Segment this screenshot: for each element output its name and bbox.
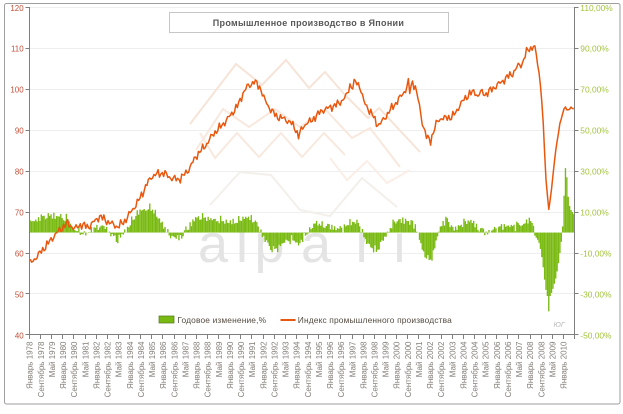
svg-text:Сентябрь 1994: Сентябрь 1994 (304, 341, 313, 397)
svg-text:Январь 2004: Январь 2004 (459, 341, 468, 389)
svg-text:Январь 2006: Январь 2006 (493, 341, 502, 389)
svg-text:Сентябрь 2004: Сентябрь 2004 (471, 341, 480, 397)
svg-text:Май 2009: Май 2009 (548, 341, 557, 377)
svg-text:Май 2005: Май 2005 (482, 341, 491, 377)
svg-text:-50,00%: -50,00% (580, 330, 612, 340)
svg-text:Годовое изменение,%: Годовое изменение,% (177, 315, 266, 325)
svg-text:Сентябрь 2008: Сентябрь 2008 (537, 341, 546, 397)
svg-text:Январь 1994: Январь 1994 (293, 341, 302, 389)
svg-text:110: 110 (11, 45, 24, 54)
svg-text:90,00%: 90,00% (580, 44, 609, 54)
svg-text:Май 1999: Май 1999 (382, 341, 391, 377)
svg-text:Май 2003: Май 2003 (448, 341, 457, 377)
svg-text:120: 120 (10, 4, 24, 13)
svg-text:50: 50 (15, 290, 24, 299)
svg-text:Май 2007: Май 2007 (515, 341, 524, 377)
svg-text:Май 1997: Май 1997 (348, 341, 357, 377)
svg-text:Январь 2010: Январь 2010 (560, 341, 569, 389)
svg-text:Сентябрь 1982: Сентябрь 1982 (104, 341, 113, 397)
svg-text:-30,00%: -30,00% (580, 289, 612, 299)
svg-text:Январь 2000: Январь 2000 (393, 341, 402, 389)
svg-text:Сентябрь 1998: Сентябрь 1998 (371, 341, 380, 397)
svg-text:Май 1987: Май 1987 (181, 341, 190, 377)
svg-text:Сентябрь 1992: Сентябрь 1992 (270, 341, 279, 397)
svg-text:Май 1993: Май 1993 (282, 341, 291, 377)
svg-text:Январь 1998: Январь 1998 (359, 341, 368, 389)
svg-text:90: 90 (15, 127, 24, 136)
svg-text:Май 1989: Май 1989 (215, 341, 224, 377)
svg-text:Январь 1996: Январь 1996 (326, 341, 335, 389)
svg-text:70,00%: 70,00% (580, 85, 609, 95)
svg-text:Январь 1978: Январь 1978 (26, 341, 35, 389)
svg-text:Сентябрь 1978: Сентябрь 1978 (37, 341, 46, 397)
svg-text:-10,00%: -10,00% (580, 248, 612, 258)
svg-text:Сентябрь 1996: Сентябрь 1996 (337, 341, 346, 397)
svg-text:Сентябрь 2002: Сентябрь 2002 (437, 341, 446, 397)
svg-text:Январь 1990: Январь 1990 (226, 341, 235, 389)
svg-text:Январь 1982: Январь 1982 (92, 341, 101, 389)
svg-text:100: 100 (10, 86, 24, 95)
svg-text:Май 1991: Май 1991 (248, 341, 257, 377)
svg-text:Сентябрь 1988: Сентябрь 1988 (204, 341, 213, 397)
svg-text:80: 80 (15, 168, 24, 177)
svg-text:Май 1979: Май 1979 (48, 341, 57, 377)
svg-text:30,00%: 30,00% (580, 167, 609, 177)
svg-text:Январь 2002: Январь 2002 (426, 341, 435, 389)
svg-text:50,00%: 50,00% (580, 126, 609, 136)
svg-text:Май 1981: Май 1981 (81, 341, 90, 377)
svg-text:Сентябрь 1986: Сентябрь 1986 (170, 341, 179, 397)
svg-text:Январь 1992: Январь 1992 (259, 341, 268, 389)
svg-text:40: 40 (15, 331, 24, 340)
svg-text:Январь 1980: Январь 1980 (59, 341, 68, 389)
svg-text:Май 1995: Май 1995 (315, 341, 324, 377)
svg-text:Сентябрь 1984: Сентябрь 1984 (137, 341, 146, 397)
svg-text:Сентябрь 1990: Сентябрь 1990 (237, 341, 246, 397)
svg-text:Январь 1984: Январь 1984 (126, 341, 135, 389)
svg-text:60: 60 (15, 249, 24, 258)
svg-text:Январь 2008: Январь 2008 (526, 341, 535, 389)
svg-text:Январь 1988: Январь 1988 (193, 341, 202, 389)
svg-text:Промышленное производство в Яп: Промышленное производство в Японии (213, 18, 404, 28)
svg-text:Сентябрь 2000: Сентябрь 2000 (404, 341, 413, 397)
svg-text:Май 1985: Май 1985 (148, 341, 157, 377)
svg-text:10,00%: 10,00% (580, 207, 609, 217)
svg-text:Май 1983: Май 1983 (115, 341, 124, 377)
svg-text:Январь 1986: Январь 1986 (159, 341, 168, 389)
svg-text:110,00%: 110,00% (580, 3, 613, 13)
svg-text:Сентябрь 1980: Сентябрь 1980 (70, 341, 79, 397)
svg-text:Индекс промышленного производс: Индекс промышленного производства (298, 315, 452, 325)
svg-text:Май 2001: Май 2001 (415, 341, 424, 377)
svg-text:ЮГ: ЮГ (554, 320, 566, 329)
svg-text:70: 70 (15, 208, 24, 217)
svg-text:Сентябрь 2006: Сентябрь 2006 (504, 341, 513, 397)
